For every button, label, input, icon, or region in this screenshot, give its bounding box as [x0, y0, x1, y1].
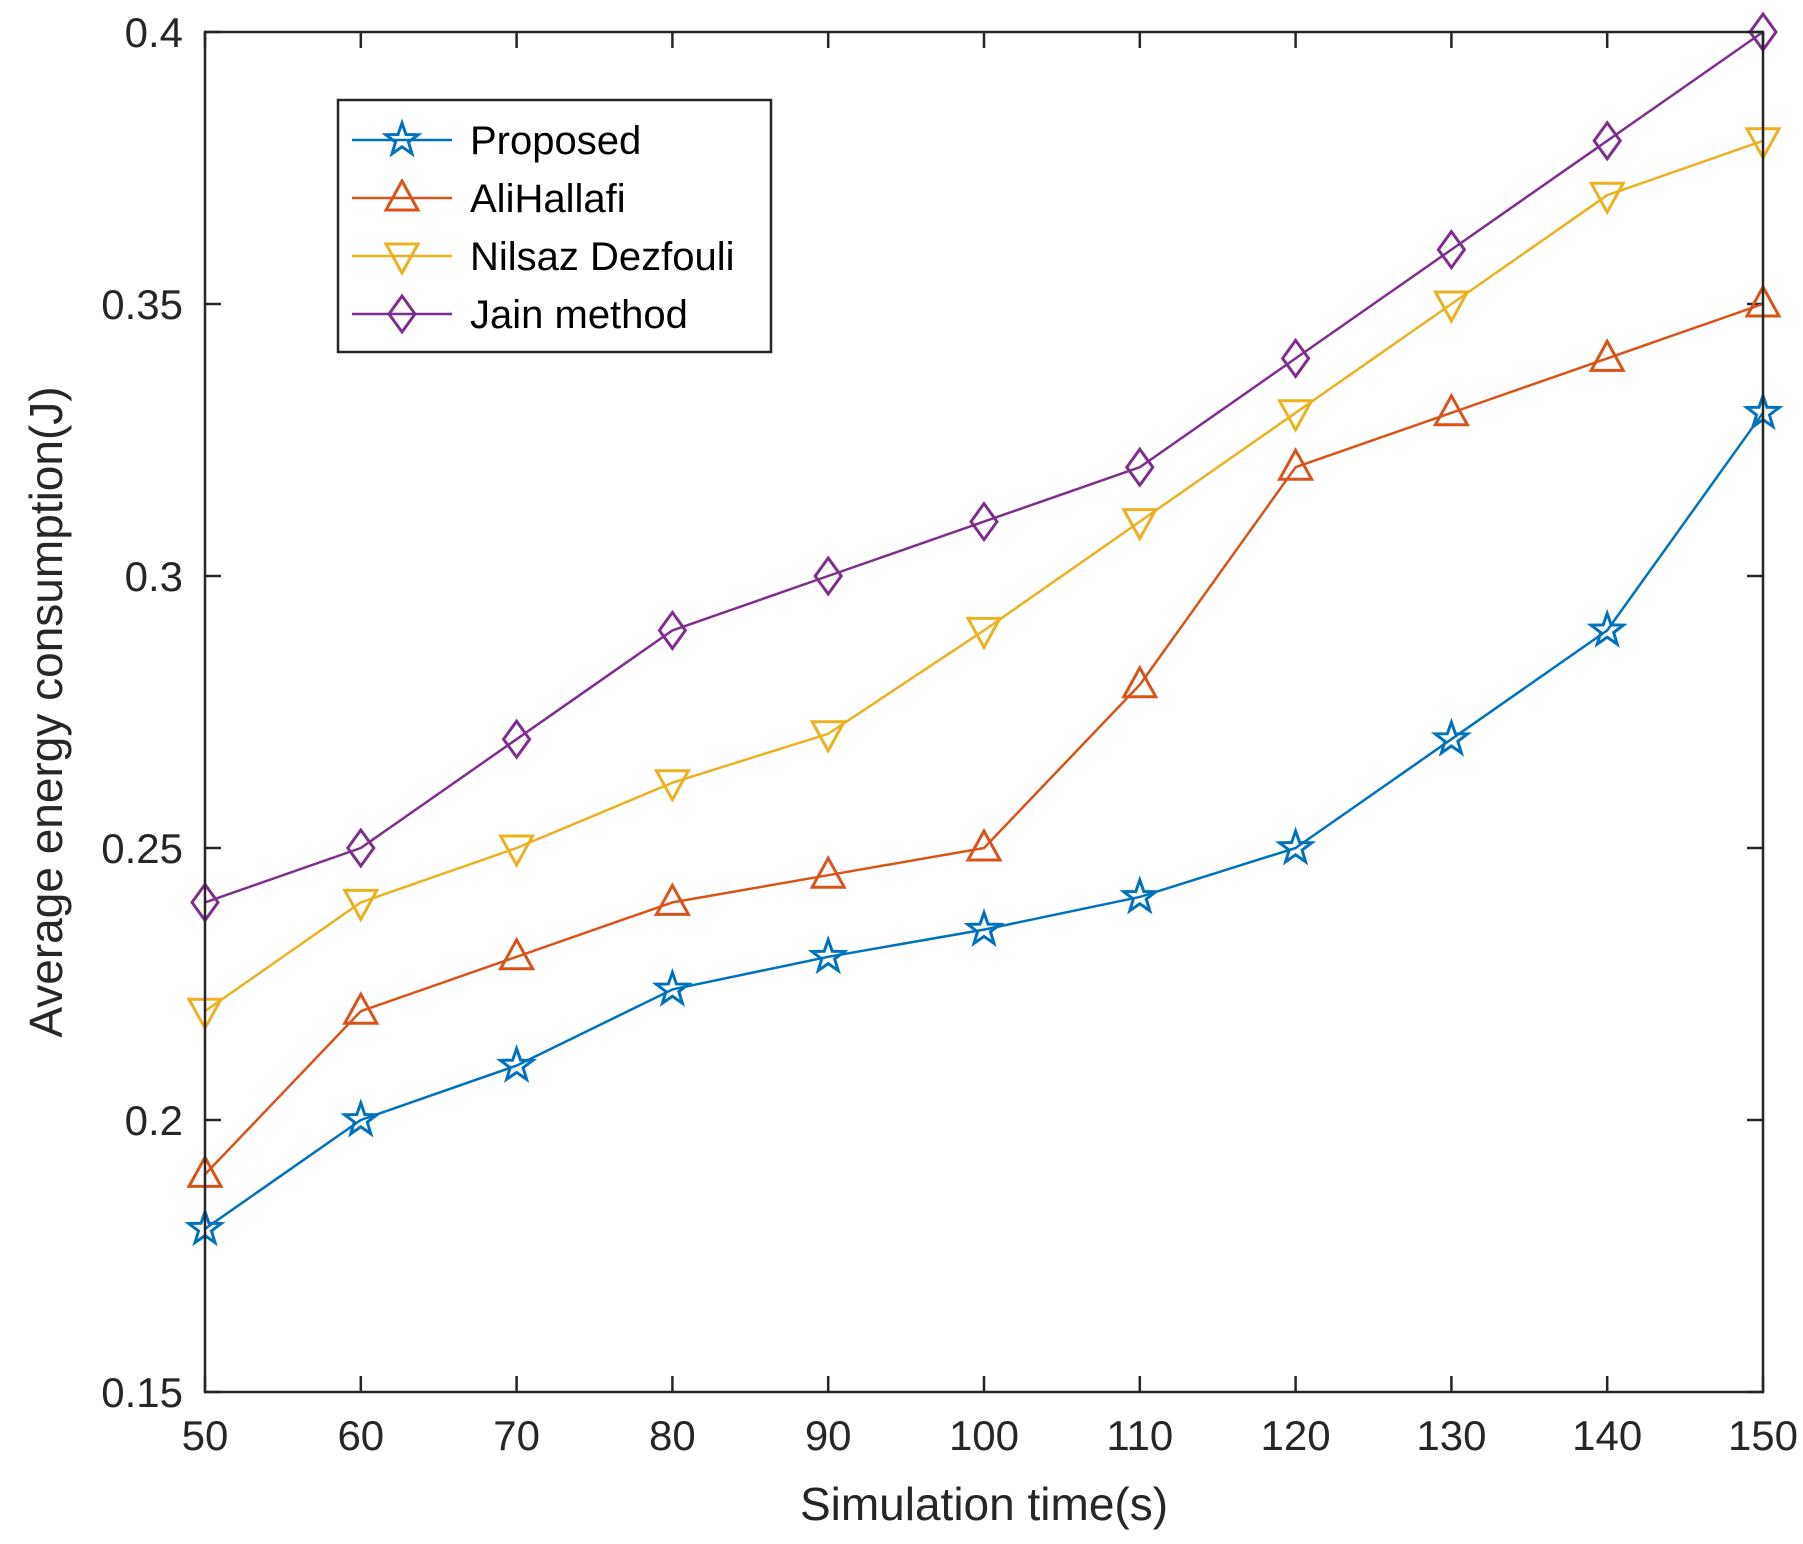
series-line-alihallafi [204, 302, 1764, 1176]
y-tick-label: 0.4 [125, 9, 183, 56]
data-point-proposed [1275, 826, 1317, 866]
data-point-jain-method [1592, 120, 1623, 162]
data-point-nilsaz-dezfouli [1121, 508, 1159, 542]
series-proposed [184, 391, 1784, 1247]
legend-label: Jain method [470, 293, 688, 337]
legend-entry-jain-method: Jain method [352, 293, 688, 337]
data-point-alihallafi [809, 855, 847, 889]
x-tick-label: 120 [1261, 1412, 1331, 1459]
x-tick-label: 50 [182, 1412, 229, 1459]
legend-label: Nilsaz Dezfouli [470, 235, 735, 279]
data-point-jain-method [1280, 337, 1311, 379]
data-point-alihallafi [1121, 664, 1159, 699]
plot-frame [203, 30, 1765, 1394]
y-axis-label: Average energy consumption(J) [20, 386, 72, 1037]
data-point-jain-method [1436, 229, 1467, 271]
data-point-nilsaz-dezfouli [653, 769, 691, 803]
data-point-jain-method [657, 609, 688, 651]
data-point-nilsaz-dezfouli [498, 834, 536, 869]
data-point-jain-method [345, 827, 376, 869]
y-tick-label: 0.3 [125, 553, 183, 600]
data-point-proposed [807, 935, 849, 975]
data-point-alihallafi [1432, 392, 1470, 427]
data-point-nilsaz-dezfouli [1432, 290, 1470, 325]
data-point-alihallafi [1277, 447, 1315, 481]
legend-marker [381, 118, 423, 158]
legend-entry-nilsaz-dezfouli: Nilsaz Dezfouli [352, 235, 735, 279]
data-point-jain-method [969, 501, 999, 543]
x-tick-label: 90 [805, 1412, 852, 1459]
data-point-nilsaz-dezfouli [809, 720, 847, 754]
data-point-proposed [1119, 875, 1161, 915]
x-tick-label: 60 [337, 1412, 384, 1459]
data-point-proposed [1586, 608, 1628, 648]
data-point-proposed [340, 1098, 382, 1138]
y-tick-label: 0.25 [101, 825, 183, 872]
legend-label: AliHallafi [470, 177, 626, 221]
data-point-alihallafi [498, 936, 536, 971]
data-point-alihallafi [653, 882, 691, 916]
data-point-proposed [963, 908, 1005, 948]
data-point-nilsaz-dezfouli [342, 888, 380, 923]
data-point-jain-method [501, 718, 532, 760]
series-line-proposed [204, 412, 1765, 1230]
data-point-proposed [651, 967, 693, 1007]
legend: Proposed AliHallafi Nilsaz Dezfouli Jain me… [336, 98, 773, 354]
series-nilsaz-dezfouli [186, 127, 1782, 1032]
legend-entries: Proposed AliHallafi Nilsaz Dezfouli Jain me… [352, 118, 735, 337]
x-tick-labels: 50 60 70 80 90 100 110 120 130 140 150 [182, 1412, 1798, 1459]
data-point-proposed [496, 1044, 538, 1084]
legend-entry-proposed: Proposed [352, 118, 641, 163]
x-tick-label: 130 [1416, 1412, 1486, 1459]
data-point-alihallafi [965, 827, 1003, 862]
x-tick-label: 140 [1572, 1412, 1642, 1459]
series-line-nilsaz-dezfouli [204, 139, 1764, 1013]
data-point-proposed [1430, 717, 1472, 757]
y-tick-label: 0.15 [101, 1369, 183, 1416]
data-point-jain-method [813, 555, 844, 597]
data-point-nilsaz-dezfouli [1277, 399, 1315, 433]
data-point-alihallafi [1588, 338, 1626, 372]
legend-label: Proposed [470, 119, 641, 163]
x-tick-label: 80 [649, 1412, 696, 1459]
data-point-alihallafi [342, 991, 380, 1025]
data-point-nilsaz-dezfouli [1588, 181, 1626, 216]
y-tick-label: 0.35 [101, 281, 183, 328]
x-axis-label: Simulation time(s) [800, 1478, 1168, 1530]
legend-entry-alihallafi: AliHallafi [352, 177, 626, 221]
data-point-jain-method [1124, 446, 1155, 488]
x-tick-label: 70 [493, 1412, 540, 1459]
x-tick-label: 100 [949, 1412, 1019, 1459]
legend-marker [383, 242, 421, 277]
data-series [184, 11, 1784, 1247]
x-tick-label: 110 [1106, 1412, 1173, 1459]
legend-marker [387, 293, 417, 335]
series-line-jain-method [204, 30, 1764, 904]
x-tick-label: 150 [1728, 1412, 1798, 1459]
legend-marker [383, 177, 421, 212]
data-point-nilsaz-dezfouli [965, 616, 1003, 651]
y-tick-label: 0.2 [125, 1097, 183, 1144]
y-tick-labels: 0.15 0.2 0.25 0.3 0.35 0.4 [101, 9, 183, 1416]
series-jain-method [190, 11, 1778, 923]
